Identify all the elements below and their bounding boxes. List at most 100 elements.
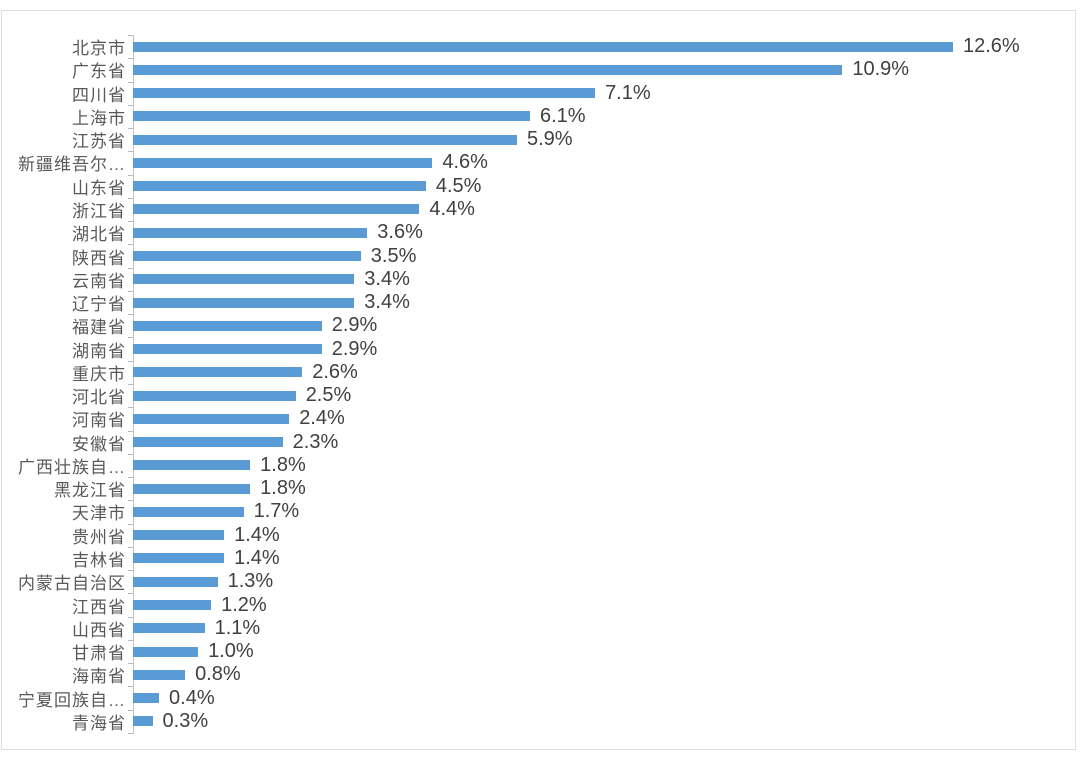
category-label: 山东省 — [72, 178, 126, 198]
value-label: 1.3% — [227, 570, 274, 593]
axis-tick — [128, 733, 133, 734]
category-label: 青海省 — [72, 713, 126, 733]
axis-tick — [128, 523, 133, 525]
value-label: 1.7% — [253, 500, 300, 523]
bar — [133, 437, 283, 448]
category-label: 安徽省 — [72, 434, 126, 454]
value-label: 4.4% — [429, 197, 475, 220]
chart-row: 江苏省 5.9% — [6, 128, 1066, 151]
axis-tick — [128, 128, 133, 130]
category-label: 江西省 — [72, 597, 126, 617]
bar — [133, 111, 530, 122]
axis-tick — [128, 407, 133, 409]
axis-tick — [128, 221, 133, 223]
category-label: 内蒙古自治区 — [18, 574, 126, 594]
bar — [133, 64, 843, 75]
category-label: 重庆市 — [72, 364, 126, 384]
category-axis-line — [133, 35, 134, 734]
bar — [133, 390, 296, 401]
chart-row: 新疆维吾尔… 4.6% — [6, 151, 1066, 174]
value-label: 4.6% — [442, 151, 488, 174]
category-label: 广西壮族自… — [18, 457, 126, 477]
value-label: 2.6% — [312, 360, 358, 383]
value-label: 12.6% — [963, 35, 1020, 58]
axis-tick — [128, 663, 133, 665]
bar — [133, 297, 355, 308]
axis-tick — [128, 197, 133, 199]
bar — [133, 320, 322, 331]
category-label: 福建省 — [72, 318, 126, 338]
chart-row: 湖南省 2.9% — [6, 337, 1066, 361]
value-label: 2.5% — [305, 384, 352, 407]
category-label: 甘肃省 — [72, 644, 126, 664]
bar — [133, 181, 426, 192]
bar — [133, 344, 322, 355]
axis-tick — [128, 709, 133, 711]
bar — [133, 669, 186, 680]
bar — [133, 600, 212, 610]
bar — [133, 41, 953, 52]
bar — [133, 506, 244, 517]
value-label: 6.1% — [539, 104, 586, 127]
bar — [133, 367, 303, 378]
axis-tick — [128, 58, 133, 60]
value-label: 7.1% — [605, 81, 651, 104]
bar — [133, 274, 355, 285]
chart-row: 上海市 6.1% — [6, 105, 1066, 128]
chart-row: 甘肃省 1.0% — [6, 640, 1066, 663]
category-label: 河北省 — [72, 388, 126, 408]
chart-row: 海南省 0.8% — [6, 663, 1066, 686]
value-label: 2.4% — [299, 407, 345, 430]
value-label: 5.9% — [526, 128, 573, 151]
category-label: 湖南省 — [72, 341, 126, 361]
chart-row: 重庆市 2.6% — [6, 361, 1066, 384]
category-label: 天津市 — [72, 504, 126, 524]
chart-row: 云南省 3.4% — [6, 268, 1066, 291]
category-label: 新疆维吾尔… — [18, 155, 126, 175]
chart-rows: 北京市 12.6% 广东省 10.9% 四川省 7.1% 上海市 6.1% 江苏省 5.9% 新疆维… — [6, 35, 1066, 733]
value-label: 3.4% — [364, 291, 410, 314]
axis-tick — [128, 360, 133, 362]
bar — [133, 134, 517, 145]
axis-tick — [128, 314, 133, 316]
chart-row: 黑龙江省 1.8% — [6, 477, 1066, 500]
value-label: 3.6% — [377, 221, 423, 244]
axis-tick — [128, 337, 133, 339]
bar — [133, 227, 368, 238]
axis-tick — [128, 104, 133, 106]
axis-tick — [128, 244, 133, 246]
category-label: 海南省 — [72, 667, 126, 687]
chart-row: 河北省 2.5% — [6, 384, 1066, 407]
bar — [133, 460, 251, 471]
axis-tick — [128, 570, 133, 572]
value-label: 0.3% — [162, 709, 209, 732]
category-label: 河南省 — [72, 411, 126, 431]
axis-tick — [128, 593, 133, 595]
axis-tick — [128, 174, 133, 176]
bar — [133, 157, 433, 168]
axis-tick — [128, 639, 133, 641]
value-label: 4.5% — [435, 174, 482, 197]
chart-row: 北京市 12.6% — [6, 35, 1066, 58]
chart-row: 宁夏回族自… 0.4% — [6, 686, 1066, 710]
chart-row: 浙江省 4.4% — [6, 198, 1066, 221]
bar — [133, 251, 361, 262]
category-label: 宁夏回族自… — [18, 690, 126, 710]
value-label: 10.9% — [852, 58, 910, 81]
bar — [133, 204, 420, 215]
category-label: 浙江省 — [72, 202, 126, 221]
chart-row: 江西省 1.2% — [6, 593, 1066, 617]
value-label: 2.9% — [331, 314, 378, 337]
chart-row: 湖北省 3.6% — [6, 221, 1066, 244]
chart-row: 吉林省 1.4% — [6, 547, 1066, 570]
axis-tick — [128, 35, 133, 36]
chart-row: 山西省 1.1% — [6, 617, 1066, 640]
bar — [133, 576, 218, 587]
axis-tick — [128, 267, 133, 269]
axis-tick — [128, 81, 133, 83]
chart-row: 辽宁省 3.4% — [6, 291, 1066, 314]
value-label: 1.4% — [234, 546, 280, 569]
value-label: 2.9% — [331, 337, 378, 360]
bar — [133, 413, 290, 424]
chart-row: 安徽省 2.3% — [6, 431, 1066, 454]
